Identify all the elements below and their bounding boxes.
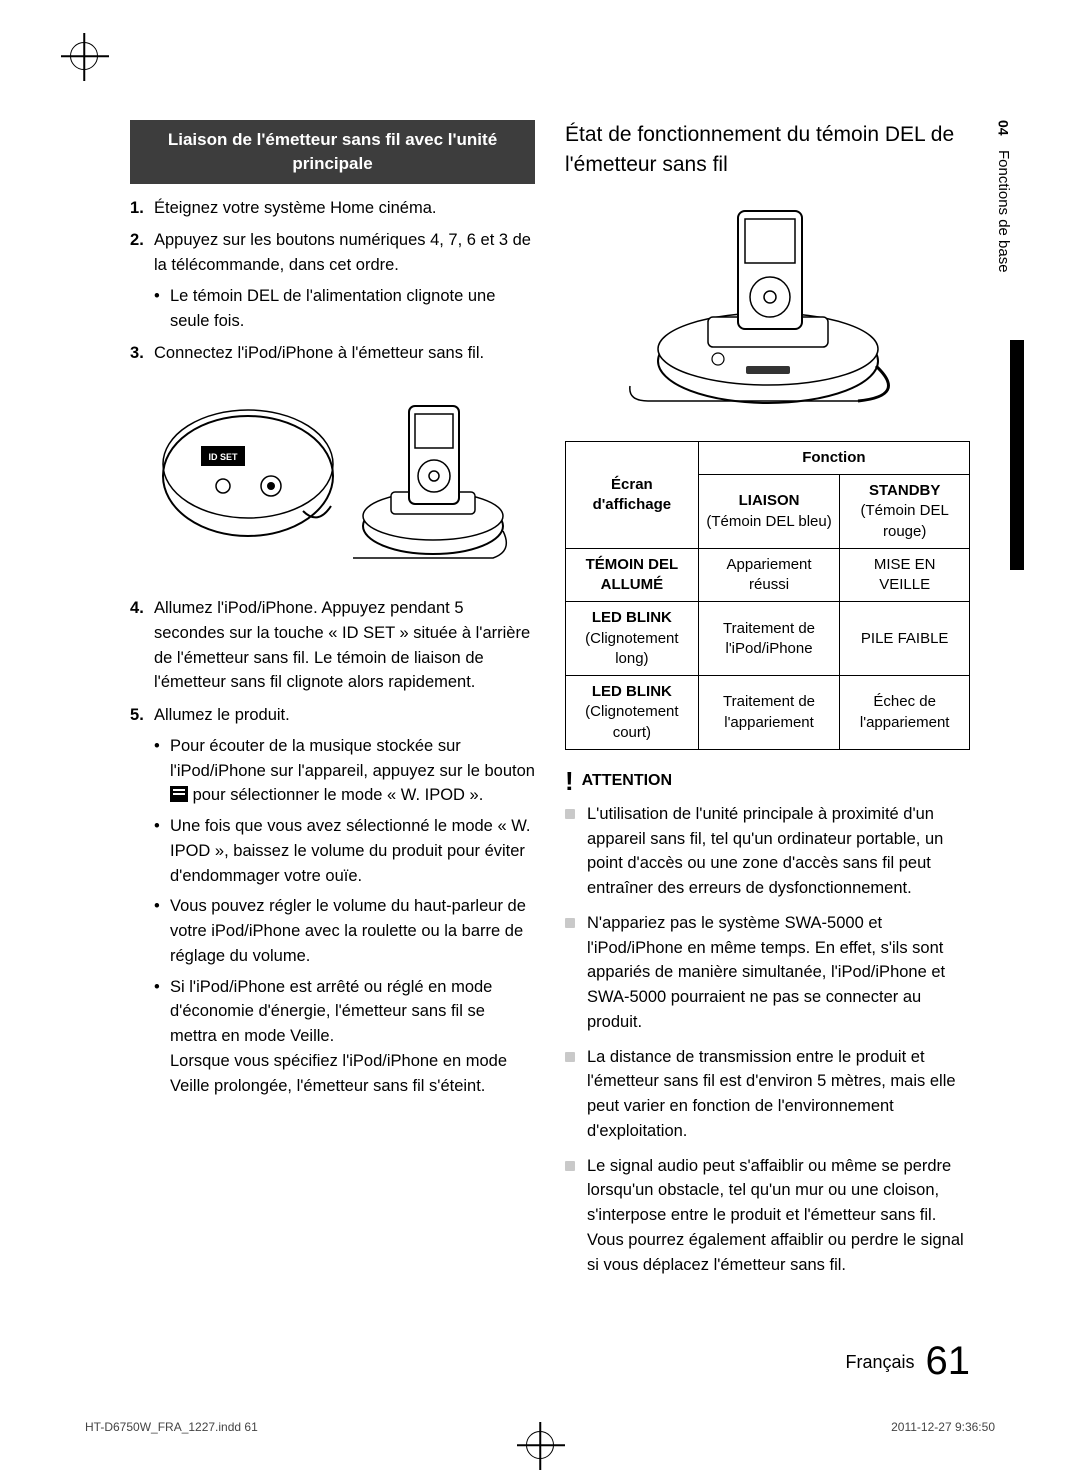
registration-mark-top (70, 42, 98, 70)
note-2: N'appariez pas le système SWA-5000 et l'… (565, 911, 970, 1035)
left-column: Liaison de l'émetteur sans fil avec l'un… (130, 120, 535, 1287)
th-display: Écran d'affichage (566, 441, 699, 548)
row2-head: LED BLINK (Clignotement long) (566, 602, 699, 676)
step-2-bullet: Le témoin DEL de l'alimentation clignote… (154, 284, 535, 334)
chapter-number: 04 (996, 120, 1012, 136)
step-2-text: Appuyez sur les boutons numériques 4, 7,… (154, 231, 531, 274)
steps-list-2: Allumez l'iPod/iPhone. Appuyez pendant 5… (130, 596, 535, 1098)
step-5-bullet-1: Pour écouter de la musique stockée sur l… (154, 734, 535, 808)
attention-heading: ! ATTENTION (565, 768, 970, 794)
footer-timestamp: 2011-12-27 9:36:50 (891, 1420, 995, 1434)
row1-c2: MISE EN VEILLE (840, 548, 970, 602)
step-4: Allumez l'iPod/iPhone. Appuyez pendant 5… (130, 596, 535, 695)
attention-notes: L'utilisation de l'unité principale à pr… (565, 802, 970, 1278)
table-row: LED BLINK (Clignotement court) Traitemen… (566, 676, 970, 750)
th-link: LIAISON (Témoin DEL bleu) (698, 475, 840, 549)
footer-language: Français 61 (845, 1339, 970, 1384)
note-3: La distance de transmission entre le pro… (565, 1045, 970, 1144)
row2-c1: Traitement de l'iPod/iPhone (698, 602, 840, 676)
step-2: Appuyez sur les boutons numériques 4, 7,… (130, 228, 535, 333)
row1-head: TÉMOIN DEL ALLUMÉ (566, 548, 699, 602)
registration-mark-bottom (526, 1431, 554, 1459)
step-3: Connectez l'iPod/iPhone à l'émetteur san… (130, 341, 535, 366)
row3-head: LED BLINK (Clignotement court) (566, 676, 699, 750)
table-row: LED BLINK (Clignotement long) Traitement… (566, 602, 970, 676)
idset-label: ID SET (208, 452, 238, 462)
step-5-text: Allumez le produit. (154, 706, 290, 724)
th-function: Fonction (698, 441, 969, 474)
mode-select-icon (170, 786, 188, 802)
row2-c2: PILE FAIBLE (840, 602, 970, 676)
side-thumb-tab (1010, 340, 1024, 570)
step-5-bullet-3: Vous pouvez régler le volume du haut-par… (154, 894, 535, 968)
led-status-table: Écran d'affichage Fonction LIAISON (Témo… (565, 441, 970, 750)
row3-c1: Traitement de l'appariement (698, 676, 840, 750)
right-title: État de fonctionnement du témoin DEL de … (565, 120, 970, 181)
steps-list: Éteignez votre système Home cinéma. Appu… (130, 196, 535, 367)
row1-c1: Appariement réussi (698, 548, 840, 602)
note-4: Le signal audio peut s'affaiblir ou même… (565, 1154, 970, 1278)
right-column: État de fonctionnement du témoin DEL de … (565, 120, 970, 1287)
side-tab: 04 Fonctions de base (995, 120, 1012, 272)
step-5-bullet-4: Si l'iPod/iPhone est arrêté ou réglé en … (154, 975, 535, 1099)
attention-icon: ! (565, 768, 574, 794)
footer-filename: HT-D6750W_FRA_1227.indd 61 (85, 1420, 258, 1434)
chapter-title: Fonctions de base (995, 150, 1012, 273)
attention-label: ATTENTION (582, 772, 672, 790)
step-5: Allumez le produit. Pour écouter de la m… (130, 703, 535, 1098)
th-standby: STANDBY (Témoin DEL rouge) (840, 475, 970, 549)
page-number: 61 (926, 1339, 971, 1383)
row3-c2: Échec de l'appariement (840, 676, 970, 750)
diagram-dock-idset: ID SET (130, 386, 535, 566)
step-5-bullet-2: Une fois que vous avez sélectionné le mo… (154, 814, 535, 888)
step-1: Éteignez votre système Home cinéma. (130, 196, 535, 221)
note-1: L'utilisation de l'unité principale à pr… (565, 802, 970, 901)
diagram-dock-front (565, 201, 970, 411)
section-header: Liaison de l'émetteur sans fil avec l'un… (130, 120, 535, 184)
table-row: TÉMOIN DEL ALLUMÉ Appariement réussi MIS… (566, 548, 970, 602)
